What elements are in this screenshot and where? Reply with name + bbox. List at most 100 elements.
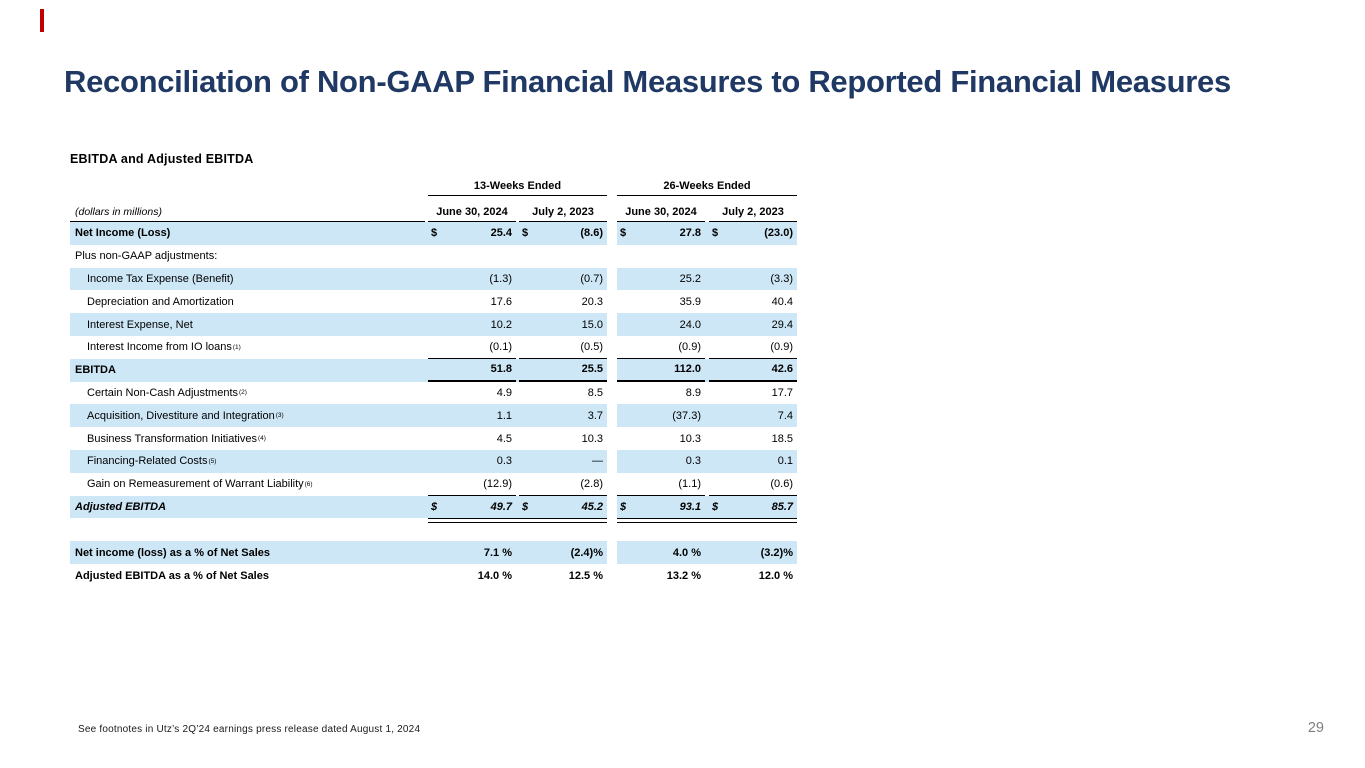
page-title: Reconciliation of Non-GAAP Financial Mea… — [64, 64, 1231, 99]
column-group-13-weeks: 13-Weeks Ended — [428, 180, 607, 196]
table-cell: $49.7 — [428, 495, 516, 519]
footnote-text: See footnotes in Utz’s 2Q’24 earnings pr… — [78, 724, 421, 735]
row-label: EBITDA — [70, 358, 425, 382]
row-label: Plus non-GAAP adjustments: — [75, 250, 218, 263]
table-cell: $93.1 — [617, 495, 705, 519]
table-row: Interest Income from IO loans (1) (0.1) (0.… — [70, 336, 797, 359]
row-label: Depreciation and Amortization — [87, 295, 234, 308]
table-cell: 7.4 — [709, 404, 797, 428]
table-cell: (1.3) — [428, 267, 516, 291]
table-row: Acquisition, Divestiture and Integration… — [70, 404, 797, 428]
row-label: Gain on Remeasurement of Warrant Liabili… — [87, 478, 313, 491]
table-cell: (3.3) — [709, 267, 797, 291]
table-cell: 35.9 — [679, 295, 701, 308]
double-underline — [70, 518, 797, 525]
row-label: Adjusted EBITDA — [70, 495, 425, 519]
footnote-ref: (1) — [232, 343, 241, 351]
table-cell: (37.3) — [617, 404, 705, 428]
dollar-sign: $ — [431, 500, 438, 513]
cell-value: 45.2 — [581, 500, 603, 513]
column-header-1: June 30, 2024 — [428, 206, 516, 222]
table-cell: $ (8.6) — [519, 222, 607, 245]
cell-value: 93.1 — [679, 500, 701, 513]
table-body: Net Income (Loss) $25.4 $ (8.6) $27.8 $ (23.0)… — [70, 222, 797, 587]
table-row: EBITDA 51.8 25.5 112.0 42.6 — [70, 358, 797, 382]
dollar-sign: $ — [522, 500, 529, 513]
cell-value: (23.0) — [764, 227, 793, 240]
table-cell — [428, 245, 516, 268]
column-header-4: July 2, 2023 — [709, 206, 797, 222]
table-cell: 12.0 % — [758, 569, 793, 582]
table-cell: 10.2 — [428, 313, 516, 336]
table-row: Business Transformation Initiatives (4) 4.… — [70, 427, 797, 450]
dollar-sign: $ — [620, 500, 627, 513]
table-cell: (12.9) — [428, 473, 516, 496]
column-header-row: (dollars in millions) June 30, 2024 July… — [70, 196, 797, 222]
dollar-sign: $ — [712, 500, 719, 513]
row-label: Adjusted EBITDA as a % of Net Sales — [75, 569, 269, 582]
table-row: Financing-Related Costs (5) 0.3—0.3 0.1 — [70, 449, 797, 473]
table-cell: 4.9 — [496, 386, 512, 399]
table-cell: 25.2 — [617, 267, 705, 291]
cell-value: 25.4 — [490, 227, 512, 240]
table-subtitle: EBITDA and Adjusted EBITDA — [70, 152, 254, 166]
footnote-ref: (2) — [239, 389, 247, 397]
table-row: Net income (loss) as a % of Net Sales 7.1… — [70, 541, 797, 565]
table-cell: $85.7 — [709, 495, 797, 519]
table-cell: $ (23.0) — [709, 222, 797, 245]
table-row: Certain Non-Cash Adjustments (2) 4.9 8.5 8.9… — [70, 382, 797, 405]
row-label: Interest Income from IO loans (1) — [87, 341, 241, 354]
table-cell: 51.8 — [428, 358, 516, 382]
table-cell: — — [519, 449, 607, 473]
table-cell: (2.4)% — [519, 541, 607, 565]
table-cell: $45.2 — [519, 495, 607, 519]
table-cell: 13.2 % — [666, 569, 701, 582]
table-row: Gain on Remeasurement of Warrant Liabili… — [70, 473, 797, 496]
footnote-ref: (5) — [208, 457, 217, 465]
cell-value: (8.6) — [580, 227, 603, 240]
table-row: Net Income (Loss) $25.4 $ (8.6) $27.8 $ (23.0) — [70, 222, 797, 245]
footnote-ref: (3) — [275, 412, 284, 420]
table-cell: 0.3 — [617, 449, 705, 473]
table-row: Depreciation and Amortization 17.6 20.3 35.… — [70, 290, 797, 313]
table-cell: 24.0 — [617, 313, 705, 336]
row-label: Financing-Related Costs (5) — [70, 449, 425, 473]
row-label: Net income (loss) as a % of Net Sales — [70, 541, 425, 565]
table-cell: (3.2)% — [709, 541, 797, 565]
table-cell: 4.0 % — [617, 541, 705, 565]
table-cell: 0.1 — [709, 449, 797, 473]
table-cell: 12.5 % — [568, 569, 603, 582]
column-header-2: July 2, 2023 — [519, 206, 607, 222]
column-group-header-row: 13-Weeks Ended 26-Weeks Ended — [70, 176, 797, 196]
table-cell: 112.0 — [617, 358, 705, 382]
table-cell: 17.6 — [490, 295, 512, 308]
table-cell: 17.7 — [771, 386, 793, 399]
table-cell: 4.5 — [496, 432, 512, 445]
table-cell: (0.1) — [428, 336, 516, 359]
row-label: Certain Non-Cash Adjustments (2) — [87, 386, 247, 399]
table-cell — [709, 245, 797, 268]
table-row: Interest Expense, Net 10.2 15.0 24.0 29.4 — [70, 313, 797, 336]
table-cell: (1.1) — [617, 473, 705, 496]
dollar-sign: $ — [431, 227, 438, 240]
table-cell: 18.5 — [771, 432, 793, 445]
row-label: Acquisition, Divestiture and Integration… — [70, 404, 425, 428]
reconciliation-table: EBITDA and Adjusted EBITDA 13-Weeks Ende… — [70, 152, 797, 587]
column-header-3: June 30, 2024 — [617, 206, 705, 222]
table-row: Income Tax Expense (Benefit) (1.3) (0.7) 25… — [70, 267, 797, 291]
footnote-ref: (6) — [304, 480, 313, 488]
table-cell: (0.6) — [709, 473, 797, 496]
page-number: 29 — [1307, 720, 1324, 736]
row-label: Interest Expense, Net — [70, 313, 425, 336]
row-label: Net Income (Loss) — [70, 222, 425, 245]
table-row: Adjusted EBITDA as a % of Net Sales 14.0 … — [70, 564, 797, 587]
table-cell: 7.1 % — [428, 541, 516, 565]
table-cell: (2.8) — [519, 473, 607, 496]
table-cell: 29.4 — [709, 313, 797, 336]
footnote-ref: (4) — [257, 435, 266, 443]
table-cell: (0.7) — [519, 267, 607, 291]
dollar-sign: $ — [712, 227, 719, 240]
table-cell: 8.5 — [587, 386, 603, 399]
table-row: Adjusted EBITDA $49.7 $45.2 $93.1 $85.7 — [70, 495, 797, 519]
